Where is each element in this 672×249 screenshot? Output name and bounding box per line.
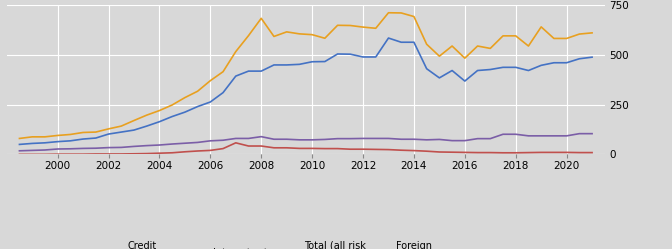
Legend: Credit
Derivatives, Interest rate, Total (all risk
categories), Foreign
exchange: Credit Derivatives, Interest rate, Total… [105, 237, 447, 249]
